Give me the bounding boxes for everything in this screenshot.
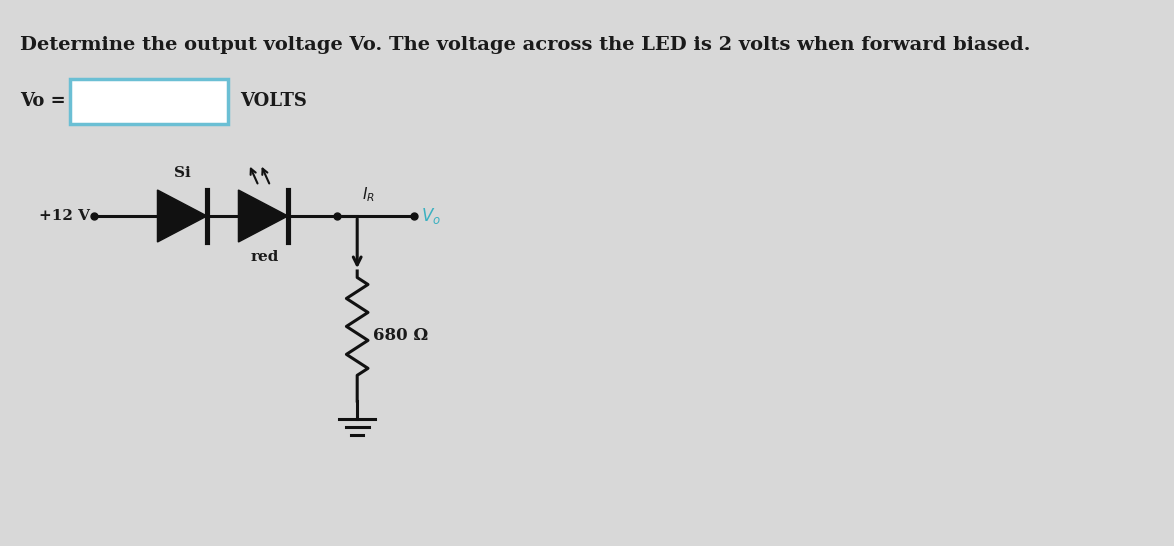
Text: 680 Ω: 680 Ω bbox=[373, 328, 429, 345]
Text: red: red bbox=[251, 250, 279, 264]
Polygon shape bbox=[238, 190, 288, 242]
Text: VOLTS: VOLTS bbox=[241, 92, 308, 110]
Text: +12 V: +12 V bbox=[39, 209, 90, 223]
Text: Vo =: Vo = bbox=[20, 92, 66, 110]
Polygon shape bbox=[157, 190, 207, 242]
Text: Determine the output voltage Vo. The voltage across the LED is 2 volts when forw: Determine the output voltage Vo. The vol… bbox=[20, 36, 1031, 54]
Text: $I_R$: $I_R$ bbox=[362, 185, 375, 204]
Bar bbox=[70, 79, 228, 124]
Text: $V_o$: $V_o$ bbox=[421, 206, 441, 226]
Text: Si: Si bbox=[174, 166, 190, 180]
